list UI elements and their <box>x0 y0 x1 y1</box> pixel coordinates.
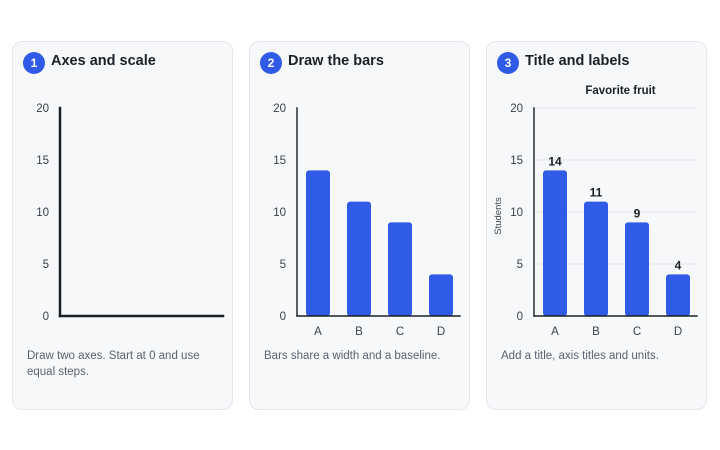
y-tick-label: 0 <box>517 311 523 323</box>
y-tick-label: 0 <box>43 311 49 323</box>
x-category-label: B <box>592 326 600 338</box>
x-category-label: D <box>437 326 445 338</box>
y-tick-label: 10 <box>273 207 286 219</box>
bar <box>543 170 567 316</box>
y-tick-label: 20 <box>273 103 286 115</box>
step-number-badge: 2 <box>260 52 282 74</box>
y-tick-label: 10 <box>510 207 523 219</box>
bar <box>429 274 453 316</box>
y-tick-label: 15 <box>273 155 286 167</box>
labelled-bar-chart: 0 5 10 15 20 Favorite fruit Students 14 11 9 4 A B C D <box>493 85 698 338</box>
step-card-1: 1 Axes and scale 0 5 10 15 20 Draw two axes.… <box>12 41 233 410</box>
step-title: Draw the bars <box>288 53 384 69</box>
bar-value-label: 14 <box>548 154 562 168</box>
bar <box>666 274 690 316</box>
y-tick-label: 0 <box>280 311 286 323</box>
x-category-label: C <box>396 326 404 338</box>
axes-chart: 0 5 10 15 20 <box>36 103 225 323</box>
step-title: Title and labels <box>525 53 630 69</box>
y-tick-label: 5 <box>517 259 523 271</box>
step-caption: Draw two axes. Start at 0 and use equal … <box>27 350 200 378</box>
bar-value-label: 11 <box>590 186 603 200</box>
step-number-badge: 3 <box>497 52 519 74</box>
x-category-label: D <box>674 326 682 338</box>
x-category-label: B <box>355 326 363 338</box>
bar <box>388 222 412 316</box>
step-caption: Add a title, axis titles and units. <box>501 350 659 362</box>
bar-value-label: 4 <box>675 258 682 272</box>
x-category-label: C <box>633 326 641 338</box>
bar-value-label: 9 <box>634 206 641 220</box>
x-category-label: A <box>314 326 322 338</box>
y-tick-label: 10 <box>36 207 49 219</box>
bar <box>347 201 371 316</box>
step-card-3: 3 Title and labels 0 5 10 15 20 Favorite frui… <box>486 41 707 410</box>
y-tick-label: 15 <box>36 155 49 167</box>
y-tick-label: 20 <box>510 103 523 115</box>
y-tick-label: 5 <box>43 259 49 271</box>
step-title: Axes and scale <box>51 53 156 69</box>
step-card-2: 2 Draw the bars 0 5 10 15 20 A B C D Bars share … <box>249 41 470 410</box>
y-tick-label: 5 <box>280 259 286 271</box>
y-axis-title: Students <box>493 197 504 235</box>
bar <box>306 170 330 316</box>
step-caption: Bars share a width and a baseline. <box>264 350 441 362</box>
bar <box>625 222 649 316</box>
bar <box>584 201 608 316</box>
chart-title: Favorite fruit <box>585 85 655 97</box>
y-tick-label: 15 <box>510 155 523 167</box>
x-category-label: A <box>551 326 559 338</box>
y-tick-label: 20 <box>36 103 49 115</box>
step-number-badge: 1 <box>23 52 45 74</box>
bars-chart: 0 5 10 15 20 A B C D <box>273 103 461 338</box>
